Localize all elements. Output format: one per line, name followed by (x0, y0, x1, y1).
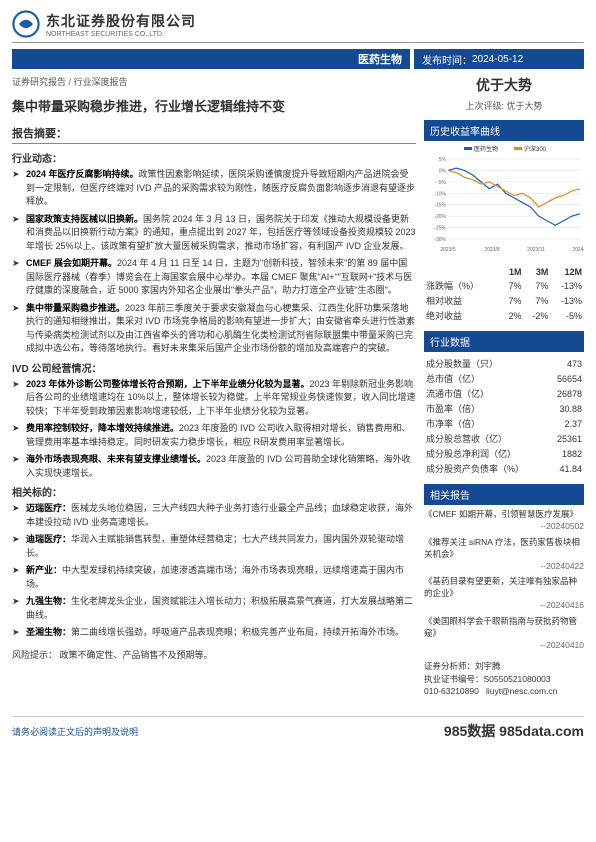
footer-brand: 985数据 985data.com (444, 721, 584, 741)
sec1-head: 行业动态： (12, 150, 416, 165)
risk-text: 政策不确定性、产品销售不及预期等。 (60, 650, 213, 660)
pub-date: 2024-05-12 (472, 54, 523, 65)
bullet-item: 迪瑞医疗：华润入主赋能销售转型，重塑体经营稳定；七大产线共同发力，国内国外双轮驱… (12, 533, 416, 560)
sec1-list: 2024 年医疗反腐影响持续。政策性因素影响延续，医院采购谨慎度提升导致短期内产… (12, 168, 416, 356)
abstract-head: 报告摘要： (12, 125, 416, 144)
page-header: 东北证券股份有限公司 NORTHEAST SECURITIES CO.,LTD. (12, 10, 584, 43)
performance-chart: 医药生物 沪深300 5% 0% -5% -10% -15% -20% -25% -30% 2023… (424, 145, 584, 255)
bullet-item: 集中带量采购稳步推进。2023 年前三季度关于要求安徽凝血与心梗集采、江西生化肝… (12, 302, 416, 356)
rating-main: 优于大势 (424, 75, 584, 95)
report-item: 《美国眼科学会千眼新指南与获批药物管窥》--20240410 (424, 616, 584, 652)
bullet-item: CMEF 展会如期开幕。2024 年 4 月 11 日至 14 日，主题为"创新… (12, 257, 416, 298)
sec2-list: 2023 年体外诊断公司整体增长符合预期，上下半年业绩分化较为显著。2023 年… (12, 378, 416, 481)
analyst-block: 证券分析师：刘宇腾 执业证书编号：S0550521080003 010-6321… (424, 660, 584, 698)
analyst-phone: 010-63210890 (424, 686, 479, 696)
report-item: 《推荐关注 siRNA 疗法，医药家售板块相关机会》--20240422 (424, 537, 584, 573)
bullet-item: 费用率控制较好，降本增效持续推进。2023 年度盈的 IVD 公司收入取得相对增… (12, 422, 416, 449)
svg-text:-20%: -20% (434, 214, 446, 220)
risk-label: 风险提示： (12, 650, 57, 660)
sec2-head: IVD 公司经营情况： (12, 360, 416, 375)
industry-head: 行业数据 (424, 331, 584, 352)
svg-text:-10%: -10% (434, 191, 446, 197)
company-logo-icon (12, 10, 40, 38)
pubdate-bar: 发布时间： 2024-05-12 (414, 49, 584, 69)
svg-text:2023/5: 2023/5 (440, 247, 456, 253)
reports-list: 《CMEF 如期开幕，引领智慧医疗发展》--20240502 《推荐关注 siRN… (424, 509, 584, 652)
sec3-head: 相关标的： (12, 484, 416, 499)
report-title: 集中带量采购稳步推进，行业增长逻辑维持不变 (12, 96, 416, 115)
right-column: 优于大势 上次评级: 优于大势 历史收益率曲线 医药生物 沪深300 5% 0% -5%… (424, 75, 584, 706)
company-name-cn: 东北证券股份有限公司 (46, 11, 196, 31)
analyst-cert: 执业证书编号：S0550521080003 (424, 673, 584, 686)
rating-prev: 上次评级: 优于大势 (424, 99, 584, 112)
analyst-name: 证券分析师：刘宇腾 (424, 660, 584, 673)
pub-label: 发布时间： (422, 52, 472, 67)
bullet-item: 国家政策支持医械以旧换新。国务院 2024 年 3 月 13 日，国务院关于印发… (12, 213, 416, 254)
svg-text:-15%: -15% (434, 203, 446, 209)
sector-bar: 医药生物 (12, 49, 410, 69)
chart-head: 历史收益率曲线 (424, 120, 584, 141)
svg-text:医药生物: 医药生物 (474, 145, 498, 153)
bullet-item: 2024 年医疗反腐影响持续。政策性因素影响延续，医院采购谨慎度提升导致短期内产… (12, 168, 416, 209)
risk-block: 风险提示： 政策不确定性、产品销售不及预期等。 (12, 648, 416, 661)
page-footer: 请务必阅读正文后的声明及说明 985数据 985data.com (12, 716, 584, 741)
report-item: 《基药目录有望更新，关注唯有独家品种的企业》--20240416 (424, 576, 584, 612)
bullet-item: 九强生物：生化老牌龙头企业，国资赋能注入增长动力；积极拓展高景气赛道，打大发展战… (12, 595, 416, 622)
industry-data-table: 成分股数量（只）473总市值（亿）56654流通市值（亿）26878市盈率（倍）… (424, 356, 584, 476)
report-item: 《CMEF 如期开幕，引领智慧医疗发展》--20240502 (424, 509, 584, 533)
svg-text:-25%: -25% (434, 226, 446, 232)
bullet-item: 迈瑞医疗：医械龙头地位稳固，三大产线四大种子业务打造行业最全产品线；血球稳定收获… (12, 502, 416, 529)
bullet-item: 2023 年体外诊断公司整体增长符合预期，上下半年业绩分化较为显著。2023 年… (12, 378, 416, 419)
svg-text:0%: 0% (439, 168, 447, 174)
bullet-item: 圣湘生物：第二曲线增长强劲，呼吸道产品表现亮眼；积极完善产业布局，持续开拓海外市… (12, 626, 416, 640)
svg-text:2024/2: 2024/2 (572, 247, 584, 253)
bullet-item: 海外市场表现亮眼、未来有望支撑业绩增长。2023 年度盈的 IVD 公司普助全球… (12, 453, 416, 480)
doc-type: 证券研究报告 / 行业深度报告 (12, 75, 416, 88)
returns-table: 1M3M12M涨跌幅（%）7%7%-13%相对收益7%7%-13%绝对收益2%-… (424, 266, 584, 323)
svg-text:2023/8: 2023/8 (484, 247, 500, 253)
footer-disclaimer: 请务必阅读正文后的声明及说明 (12, 725, 138, 738)
svg-text:5%: 5% (439, 157, 447, 163)
svg-text:沪深300: 沪深300 (524, 145, 547, 153)
company-name-en: NORTHEAST SECURITIES CO.,LTD. (46, 31, 196, 38)
svg-text:2023/11: 2023/11 (527, 247, 545, 253)
sec3-list: 迈瑞医疗：医械龙头地位稳固，三大产线四大种子业务打造行业最全产品线；血球稳定收获… (12, 502, 416, 640)
svg-text:-30%: -30% (434, 237, 446, 243)
bullet-item: 新产业：中大型发绿机持续突破，加速渗透高端市场；海外市场表现亮眼，远续增速高于国… (12, 564, 416, 591)
logo-block: 东北证券股份有限公司 NORTHEAST SECURITIES CO.,LTD. (12, 10, 196, 38)
left-column: 证券研究报告 / 行业深度报告 集中带量采购稳步推进，行业增长逻辑维持不变 报告… (12, 75, 416, 706)
reports-head: 相关报告 (424, 484, 584, 505)
info-bar: 医药生物 发布时间： 2024-05-12 (12, 49, 584, 69)
analyst-email: liuyt@nesc.com.cn (486, 686, 557, 696)
svg-text:-5%: -5% (437, 180, 446, 186)
